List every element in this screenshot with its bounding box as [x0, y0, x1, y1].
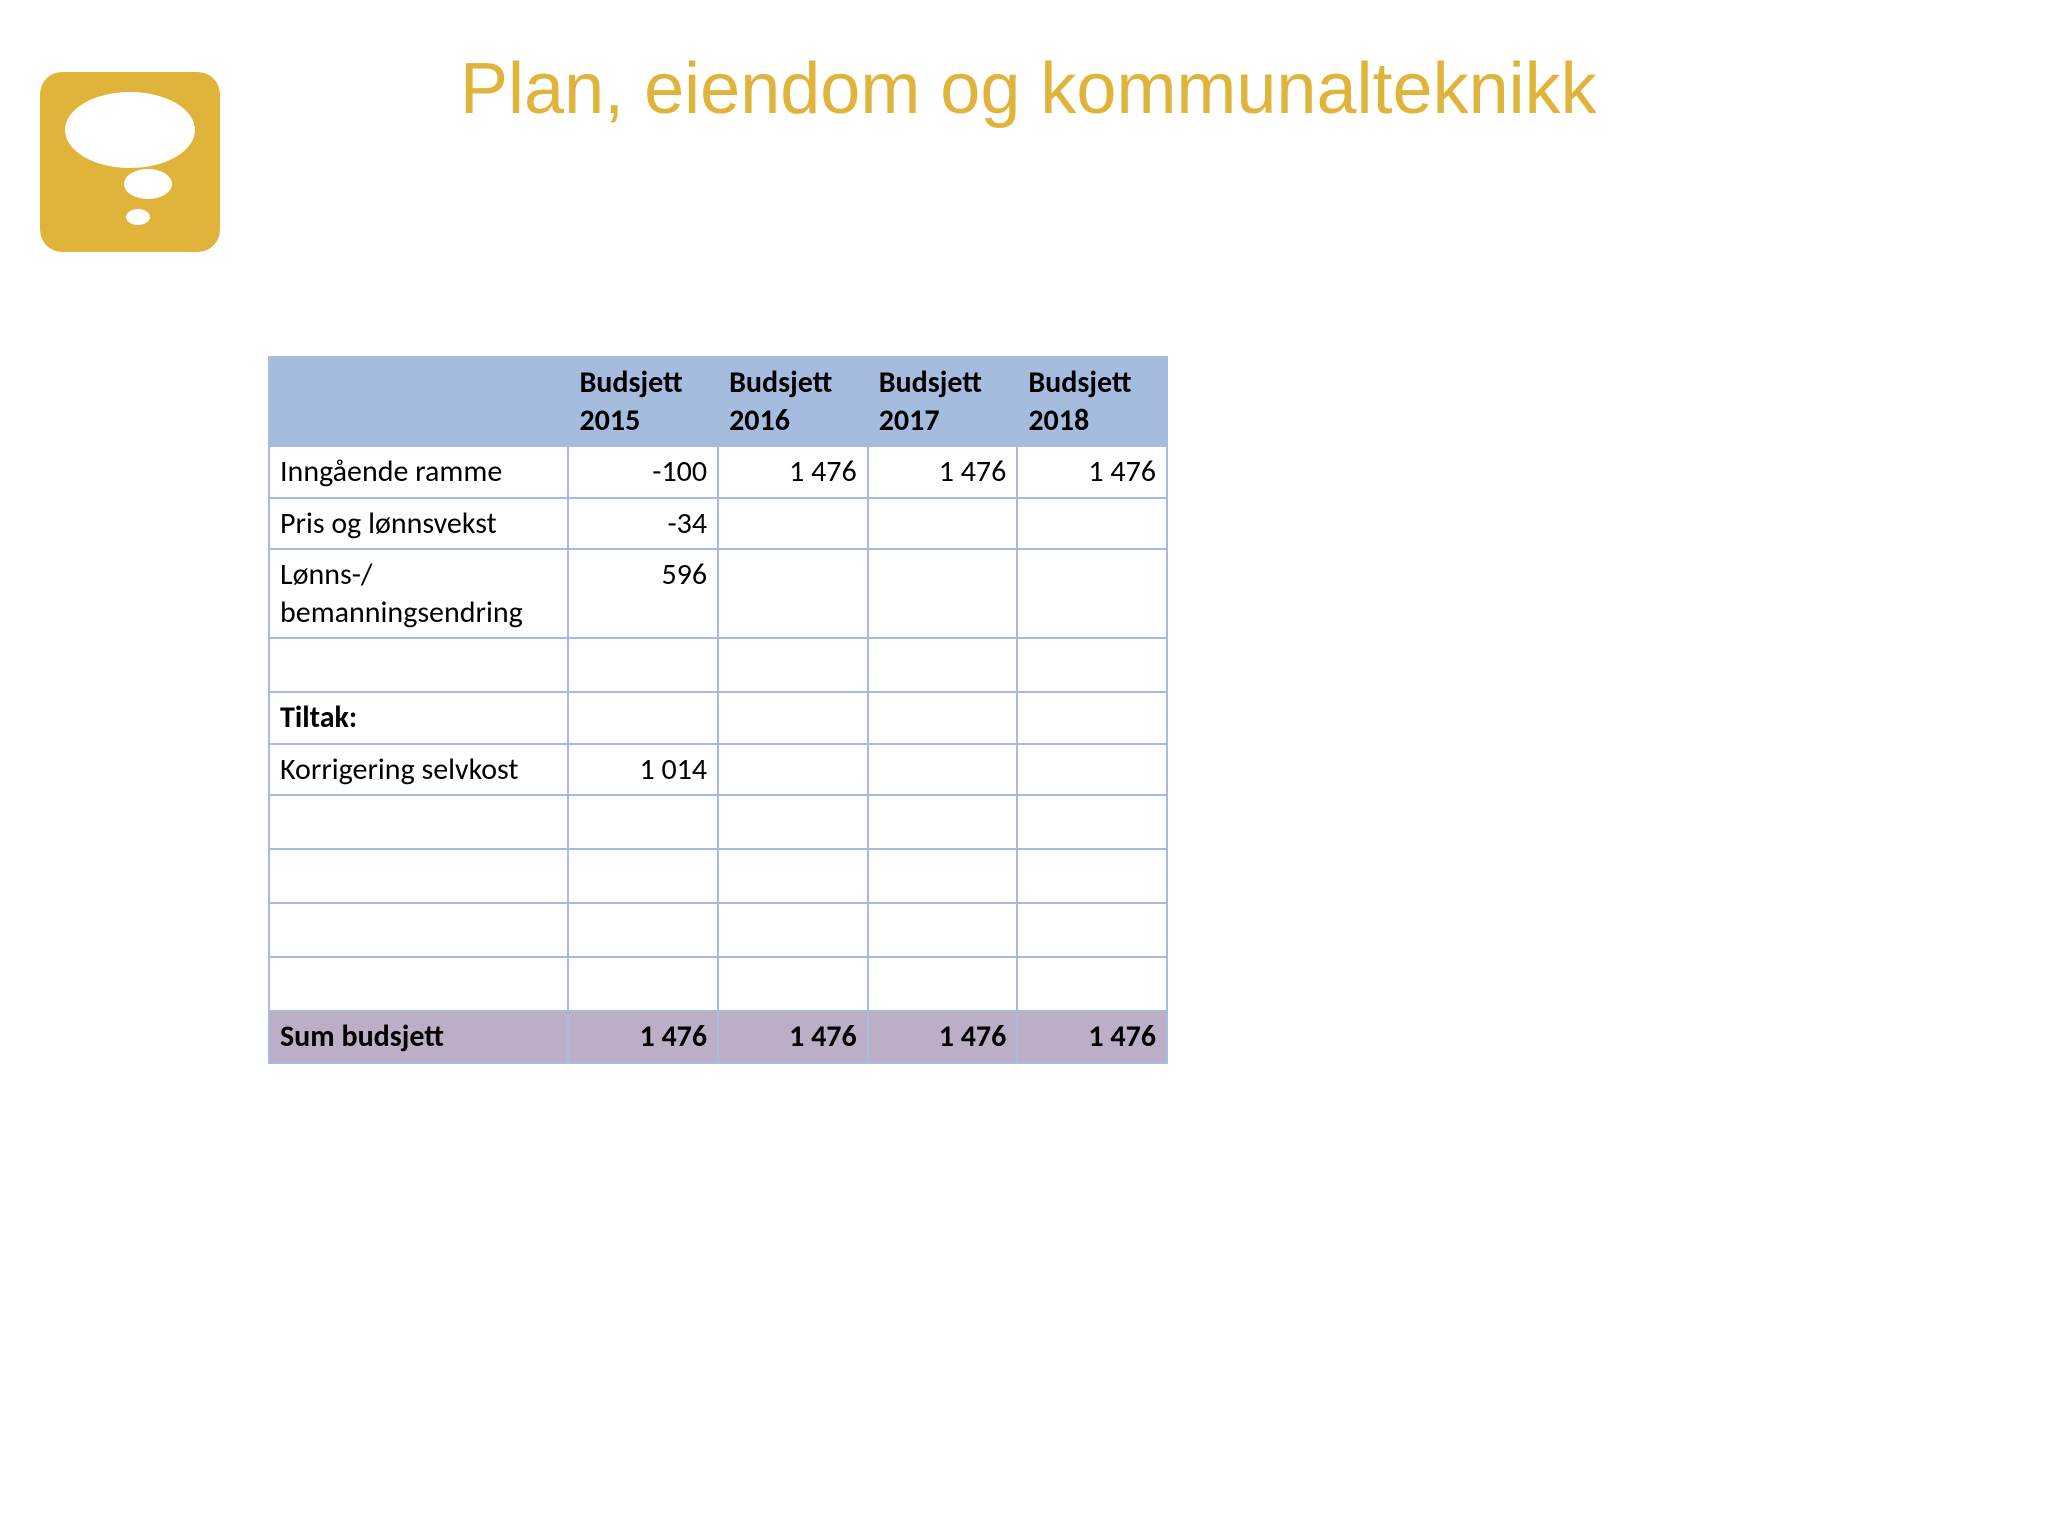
row-label — [269, 849, 568, 903]
budget-table-container: Budsjett 2015Budsjett 2016Budsjett 2017B… — [268, 356, 1168, 1064]
cell — [718, 903, 868, 957]
cell — [1017, 957, 1167, 1011]
cell: -34 — [568, 498, 718, 550]
cell — [1017, 903, 1167, 957]
cell — [568, 903, 718, 957]
cell — [868, 795, 1018, 849]
cell — [1017, 744, 1167, 796]
row-label: Lønns-/ bemanningsendring — [269, 549, 568, 638]
table-row: Pris og lønnsvekst-34 — [269, 498, 1167, 550]
column-header — [269, 357, 568, 446]
cell — [1017, 638, 1167, 692]
cell — [568, 795, 718, 849]
cell: 1 014 — [568, 744, 718, 796]
table-body: Inngående ramme-1001 4761 4761 476Pris o… — [269, 446, 1167, 1063]
budget-table: Budsjett 2015Budsjett 2016Budsjett 2017B… — [268, 356, 1168, 1064]
row-label — [269, 957, 568, 1011]
cell — [868, 957, 1018, 1011]
cell — [568, 692, 718, 744]
table-row: Lønns-/ bemanningsendring596 — [269, 549, 1167, 638]
column-header: Budsjett 2017 — [868, 357, 1018, 446]
page-title: Plan, eiendom og kommunalteknikk — [460, 48, 1597, 131]
cell — [568, 849, 718, 903]
table-row — [269, 795, 1167, 849]
table-row: Tiltak: — [269, 692, 1167, 744]
column-header: Budsjett 2015 — [568, 357, 718, 446]
row-label — [269, 795, 568, 849]
cell — [568, 957, 718, 1011]
speech-bubble-icon — [40, 72, 220, 252]
cell: 596 — [568, 549, 718, 638]
cell: 1 476 — [568, 1011, 718, 1063]
table-row — [269, 638, 1167, 692]
row-label — [269, 903, 568, 957]
column-header: Budsjett 2018 — [1017, 357, 1167, 446]
cell — [718, 744, 868, 796]
cell — [868, 549, 1018, 638]
cell: 1 476 — [718, 1011, 868, 1063]
row-label — [269, 638, 568, 692]
cell: 1 476 — [868, 446, 1018, 498]
cell — [868, 498, 1018, 550]
cell: 1 476 — [868, 1011, 1018, 1063]
row-label: Inngående ramme — [269, 446, 568, 498]
cell — [718, 692, 868, 744]
cell — [1017, 498, 1167, 550]
sum-row: Sum budsjett1 4761 4761 4761 476 — [269, 1011, 1167, 1063]
cell: -100 — [568, 446, 718, 498]
cell — [718, 498, 868, 550]
table-row — [269, 903, 1167, 957]
table-header-row: Budsjett 2015Budsjett 2016Budsjett 2017B… — [269, 357, 1167, 446]
row-label: Korrigering selvkost — [269, 744, 568, 796]
table-row — [269, 957, 1167, 1011]
cell — [718, 795, 868, 849]
cell — [718, 549, 868, 638]
cell — [568, 638, 718, 692]
cell — [718, 957, 868, 1011]
row-label: Tiltak: — [269, 692, 568, 744]
cell — [868, 638, 1018, 692]
cell — [868, 692, 1018, 744]
cell — [1017, 692, 1167, 744]
table-row: Korrigering selvkost1 014 — [269, 744, 1167, 796]
cell — [868, 903, 1018, 957]
cell: 1 476 — [718, 446, 868, 498]
cell — [718, 638, 868, 692]
column-header: Budsjett 2016 — [718, 357, 868, 446]
table-row: Inngående ramme-1001 4761 4761 476 — [269, 446, 1167, 498]
cell: 1 476 — [1017, 1011, 1167, 1063]
cell — [868, 849, 1018, 903]
cell — [718, 849, 868, 903]
row-label: Pris og lønnsvekst — [269, 498, 568, 550]
cell — [1017, 549, 1167, 638]
table-row — [269, 849, 1167, 903]
slide: Plan, eiendom og kommunalteknikk Budsjet… — [0, 0, 2048, 1536]
cell — [1017, 849, 1167, 903]
cell: 1 476 — [1017, 446, 1167, 498]
cell — [868, 744, 1018, 796]
row-label: Sum budsjett — [269, 1011, 568, 1063]
cell — [1017, 795, 1167, 849]
